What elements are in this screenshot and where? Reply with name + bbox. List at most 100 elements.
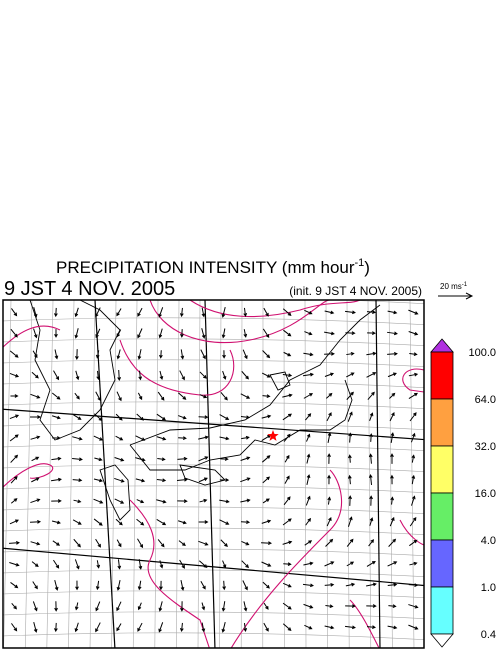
wind-arrow: [159, 560, 164, 569]
colorbar-segment: [430, 586, 454, 635]
wind-arrow: [221, 307, 226, 318]
contour-line: [3, 325, 61, 348]
wind-arrow: [240, 498, 251, 503]
reference-vector-superscript: -1: [462, 282, 468, 288]
wind-arrow: [74, 392, 80, 400]
contour-line: [119, 339, 235, 396]
wind-arrow: [179, 622, 184, 633]
wind-arrow: [240, 415, 251, 420]
wind-arrow: [31, 561, 39, 567]
wind-arrow: [11, 602, 17, 610]
lat-lon-line: [375, 300, 381, 648]
grid-line: [3, 506, 424, 514]
wind-arrow: [51, 499, 62, 503]
contour-line: [189, 300, 361, 318]
wind-arrow: [325, 392, 333, 399]
wind-arrow: [93, 413, 103, 421]
wind-arrow: [32, 581, 38, 590]
wind-arrow: [304, 309, 313, 315]
wind-arrow: [135, 478, 146, 483]
wind-arrow: [219, 499, 230, 504]
wind-arrow: [138, 559, 143, 570]
wind-arrow: [367, 391, 375, 400]
wind-arrow: [241, 435, 250, 440]
wind-arrow: [198, 456, 209, 462]
wind-arrow: [159, 350, 163, 359]
wind-arrow: [157, 457, 166, 462]
wind-arrow: [96, 370, 101, 381]
wind-arrow: [305, 413, 312, 421]
grid-line: [409, 300, 415, 648]
wind-arrow: [10, 498, 18, 504]
wind-arrow: [10, 476, 18, 484]
wind-arrow: [201, 307, 206, 318]
wind-arrow: [408, 624, 419, 630]
wind-arrow: [9, 562, 20, 567]
title-text: PRECIPITATION INTENSITY (mm hour: [56, 258, 355, 277]
wind-arrow: [240, 456, 251, 462]
colorbar-label: 0.4: [481, 629, 496, 641]
wind-arrow: [95, 601, 101, 612]
wind-arrow: [9, 372, 20, 378]
wind-arrow: [201, 622, 206, 633]
wind-arrow: [116, 539, 122, 548]
grid-line: [3, 359, 424, 367]
wind-arrow: [198, 540, 209, 546]
wind-arrow: [326, 412, 332, 422]
wind-arrow: [137, 307, 143, 317]
wind-arrow: [390, 474, 394, 485]
wind-arrow: [114, 477, 125, 483]
wind-arrow: [222, 560, 227, 569]
wind-arrow: [327, 432, 332, 443]
wind-arrow: [262, 498, 270, 504]
wind-arrow: [50, 477, 62, 482]
wind-arrow: [9, 519, 19, 525]
wind-arrow: [10, 582, 19, 589]
wind-arrow: [54, 349, 59, 360]
wind-arrow: [52, 540, 61, 546]
grid-line: [68, 300, 75, 648]
wind-arrow: [306, 433, 311, 442]
wind-arrow: [366, 582, 377, 587]
wind-arrow: [220, 539, 228, 548]
wind-arrow: [222, 580, 226, 591]
wind-arrow: [263, 307, 269, 317]
wind-arrow: [303, 561, 314, 566]
wind-arrow: [389, 412, 395, 422]
colorbar-segment: [430, 539, 454, 588]
wind-arrow: [348, 495, 352, 506]
title-superscript: -1: [355, 257, 365, 269]
wind-arrow: [72, 414, 82, 420]
wind-arrow: [324, 310, 335, 315]
grid-line: [3, 401, 424, 409]
wind-arrow: [32, 350, 38, 359]
wind-arrow: [390, 432, 395, 443]
wind-arrow: [30, 415, 42, 419]
wind-arrow: [388, 538, 397, 547]
wind-arrow: [180, 349, 185, 360]
wind-arrow: [241, 370, 249, 380]
colorbar-label: 100.0: [468, 347, 496, 359]
wind-arrow: [411, 454, 416, 463]
grid-line: [325, 300, 328, 648]
wind-arrow: [31, 371, 39, 379]
map-frame: [2, 299, 425, 649]
wind-arrow: [240, 477, 251, 483]
wind-arrow: [156, 413, 166, 421]
wind-arrow: [72, 519, 82, 525]
wind-arrow: [302, 583, 314, 588]
wind-arrow: [263, 622, 269, 632]
grid-line: [111, 300, 117, 648]
wind-arrow: [31, 477, 40, 483]
wind-arrow: [282, 308, 292, 316]
grid-line: [24, 300, 33, 648]
wind-arrow: [390, 496, 395, 505]
wind-arrow: [95, 328, 101, 339]
title-end: ): [364, 258, 370, 277]
colorbar-label: 4.0: [481, 535, 496, 547]
colorbar-label: 64.0: [475, 394, 496, 406]
wind-arrow: [177, 456, 188, 461]
wind-arrow: [409, 539, 418, 547]
wind-arrow: [262, 394, 271, 398]
grid-line: [3, 590, 424, 598]
